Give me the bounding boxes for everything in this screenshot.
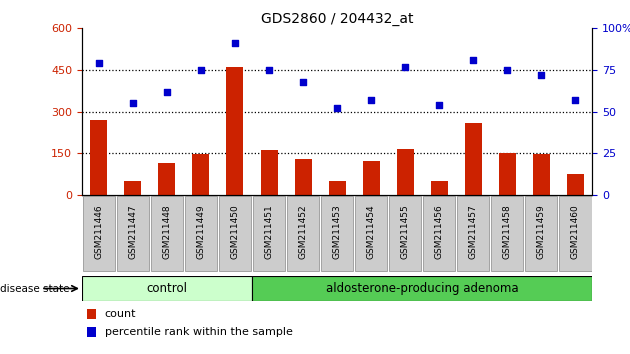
FancyBboxPatch shape bbox=[151, 196, 183, 271]
Bar bbox=[294, 159, 311, 195]
Text: disease state: disease state bbox=[0, 284, 69, 293]
FancyBboxPatch shape bbox=[389, 196, 421, 271]
Point bbox=[230, 40, 240, 46]
Bar bbox=[87, 309, 96, 319]
Point bbox=[162, 89, 172, 95]
Bar bbox=[532, 154, 549, 195]
Bar bbox=[87, 327, 96, 337]
FancyBboxPatch shape bbox=[355, 196, 387, 271]
FancyBboxPatch shape bbox=[117, 196, 149, 271]
Title: GDS2860 / 204432_at: GDS2860 / 204432_at bbox=[261, 12, 413, 26]
Bar bbox=[362, 161, 379, 195]
FancyBboxPatch shape bbox=[185, 196, 217, 271]
Text: GSM211457: GSM211457 bbox=[469, 204, 478, 259]
Bar bbox=[91, 120, 107, 195]
Point bbox=[298, 79, 308, 84]
FancyBboxPatch shape bbox=[321, 196, 353, 271]
Text: percentile rank within the sample: percentile rank within the sample bbox=[105, 327, 293, 337]
Point bbox=[332, 105, 342, 111]
Bar bbox=[499, 153, 515, 195]
Text: GSM211450: GSM211450 bbox=[231, 204, 239, 259]
Bar bbox=[396, 149, 413, 195]
Point bbox=[570, 97, 580, 103]
Bar bbox=[159, 163, 175, 195]
Point bbox=[400, 64, 410, 69]
Bar bbox=[261, 150, 277, 195]
Text: GSM211449: GSM211449 bbox=[197, 204, 205, 259]
Text: GSM211452: GSM211452 bbox=[299, 204, 307, 259]
Point bbox=[434, 102, 444, 108]
Text: GSM211459: GSM211459 bbox=[537, 204, 546, 259]
Point bbox=[502, 67, 512, 73]
Point bbox=[366, 97, 376, 103]
Point bbox=[536, 72, 546, 78]
FancyBboxPatch shape bbox=[287, 196, 319, 271]
Bar bbox=[82, 276, 252, 301]
FancyBboxPatch shape bbox=[525, 196, 558, 271]
FancyBboxPatch shape bbox=[457, 196, 490, 271]
Text: GSM211456: GSM211456 bbox=[435, 204, 444, 259]
FancyBboxPatch shape bbox=[83, 196, 115, 271]
FancyBboxPatch shape bbox=[253, 196, 285, 271]
Bar bbox=[192, 154, 209, 195]
Bar bbox=[430, 181, 447, 195]
Bar bbox=[252, 276, 592, 301]
Bar bbox=[567, 174, 583, 195]
Bar bbox=[125, 181, 141, 195]
Text: GSM211448: GSM211448 bbox=[163, 204, 171, 259]
Point bbox=[468, 57, 478, 63]
Text: GSM211455: GSM211455 bbox=[401, 204, 410, 259]
Text: GSM211451: GSM211451 bbox=[265, 204, 273, 259]
Text: GSM211446: GSM211446 bbox=[94, 204, 103, 259]
Text: count: count bbox=[105, 309, 136, 319]
Text: GSM211447: GSM211447 bbox=[129, 204, 137, 259]
Text: GSM211454: GSM211454 bbox=[367, 204, 375, 259]
FancyBboxPatch shape bbox=[491, 196, 524, 271]
Bar bbox=[329, 181, 345, 195]
Bar bbox=[227, 67, 243, 195]
Text: GSM211453: GSM211453 bbox=[333, 204, 341, 259]
Text: control: control bbox=[146, 282, 188, 295]
Point bbox=[128, 101, 138, 106]
Text: GSM211458: GSM211458 bbox=[503, 204, 512, 259]
Point bbox=[196, 67, 206, 73]
Point bbox=[94, 61, 104, 66]
Text: aldosterone-producing adenoma: aldosterone-producing adenoma bbox=[326, 282, 518, 295]
Text: GSM211460: GSM211460 bbox=[571, 204, 580, 259]
FancyBboxPatch shape bbox=[559, 196, 592, 271]
FancyBboxPatch shape bbox=[423, 196, 455, 271]
Point bbox=[264, 67, 274, 73]
Bar bbox=[465, 122, 481, 195]
FancyBboxPatch shape bbox=[219, 196, 251, 271]
